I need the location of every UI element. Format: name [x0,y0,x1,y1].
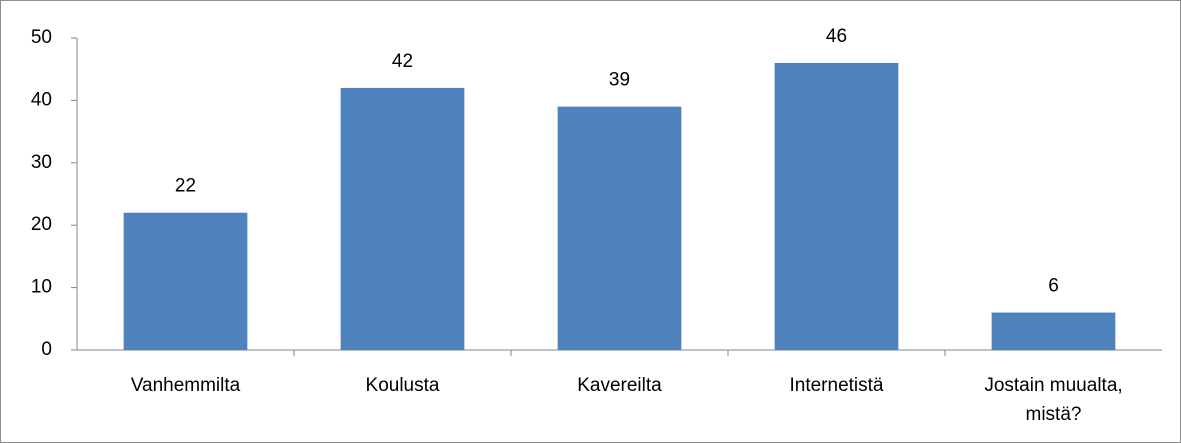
y-tick-label: 40 [31,89,52,110]
y-tick-label: 0 [41,339,52,360]
y-tick-label: 10 [31,277,52,298]
bar [340,87,465,351]
x-tick-label: Internetistä [789,375,884,396]
x-tick-label: Jostain muualta, mistä? [984,375,1123,425]
bar [557,106,682,350]
bar [991,312,1116,350]
x-tick-label: Koulusta [365,375,440,396]
x-tick-label: Kavereilta [577,375,662,396]
bar [774,62,899,351]
data-label: 42 [392,51,413,72]
y-tick-label: 30 [31,152,52,173]
data-label: 46 [826,26,847,47]
data-label: 22 [175,176,196,197]
y-tick-label: 20 [31,214,52,235]
y-tick-label: 50 [31,27,52,48]
data-label: 6 [1048,276,1059,297]
x-tick-label: Vanhemmilta [130,375,241,396]
data-label: 39 [609,70,630,91]
bar [123,212,248,350]
